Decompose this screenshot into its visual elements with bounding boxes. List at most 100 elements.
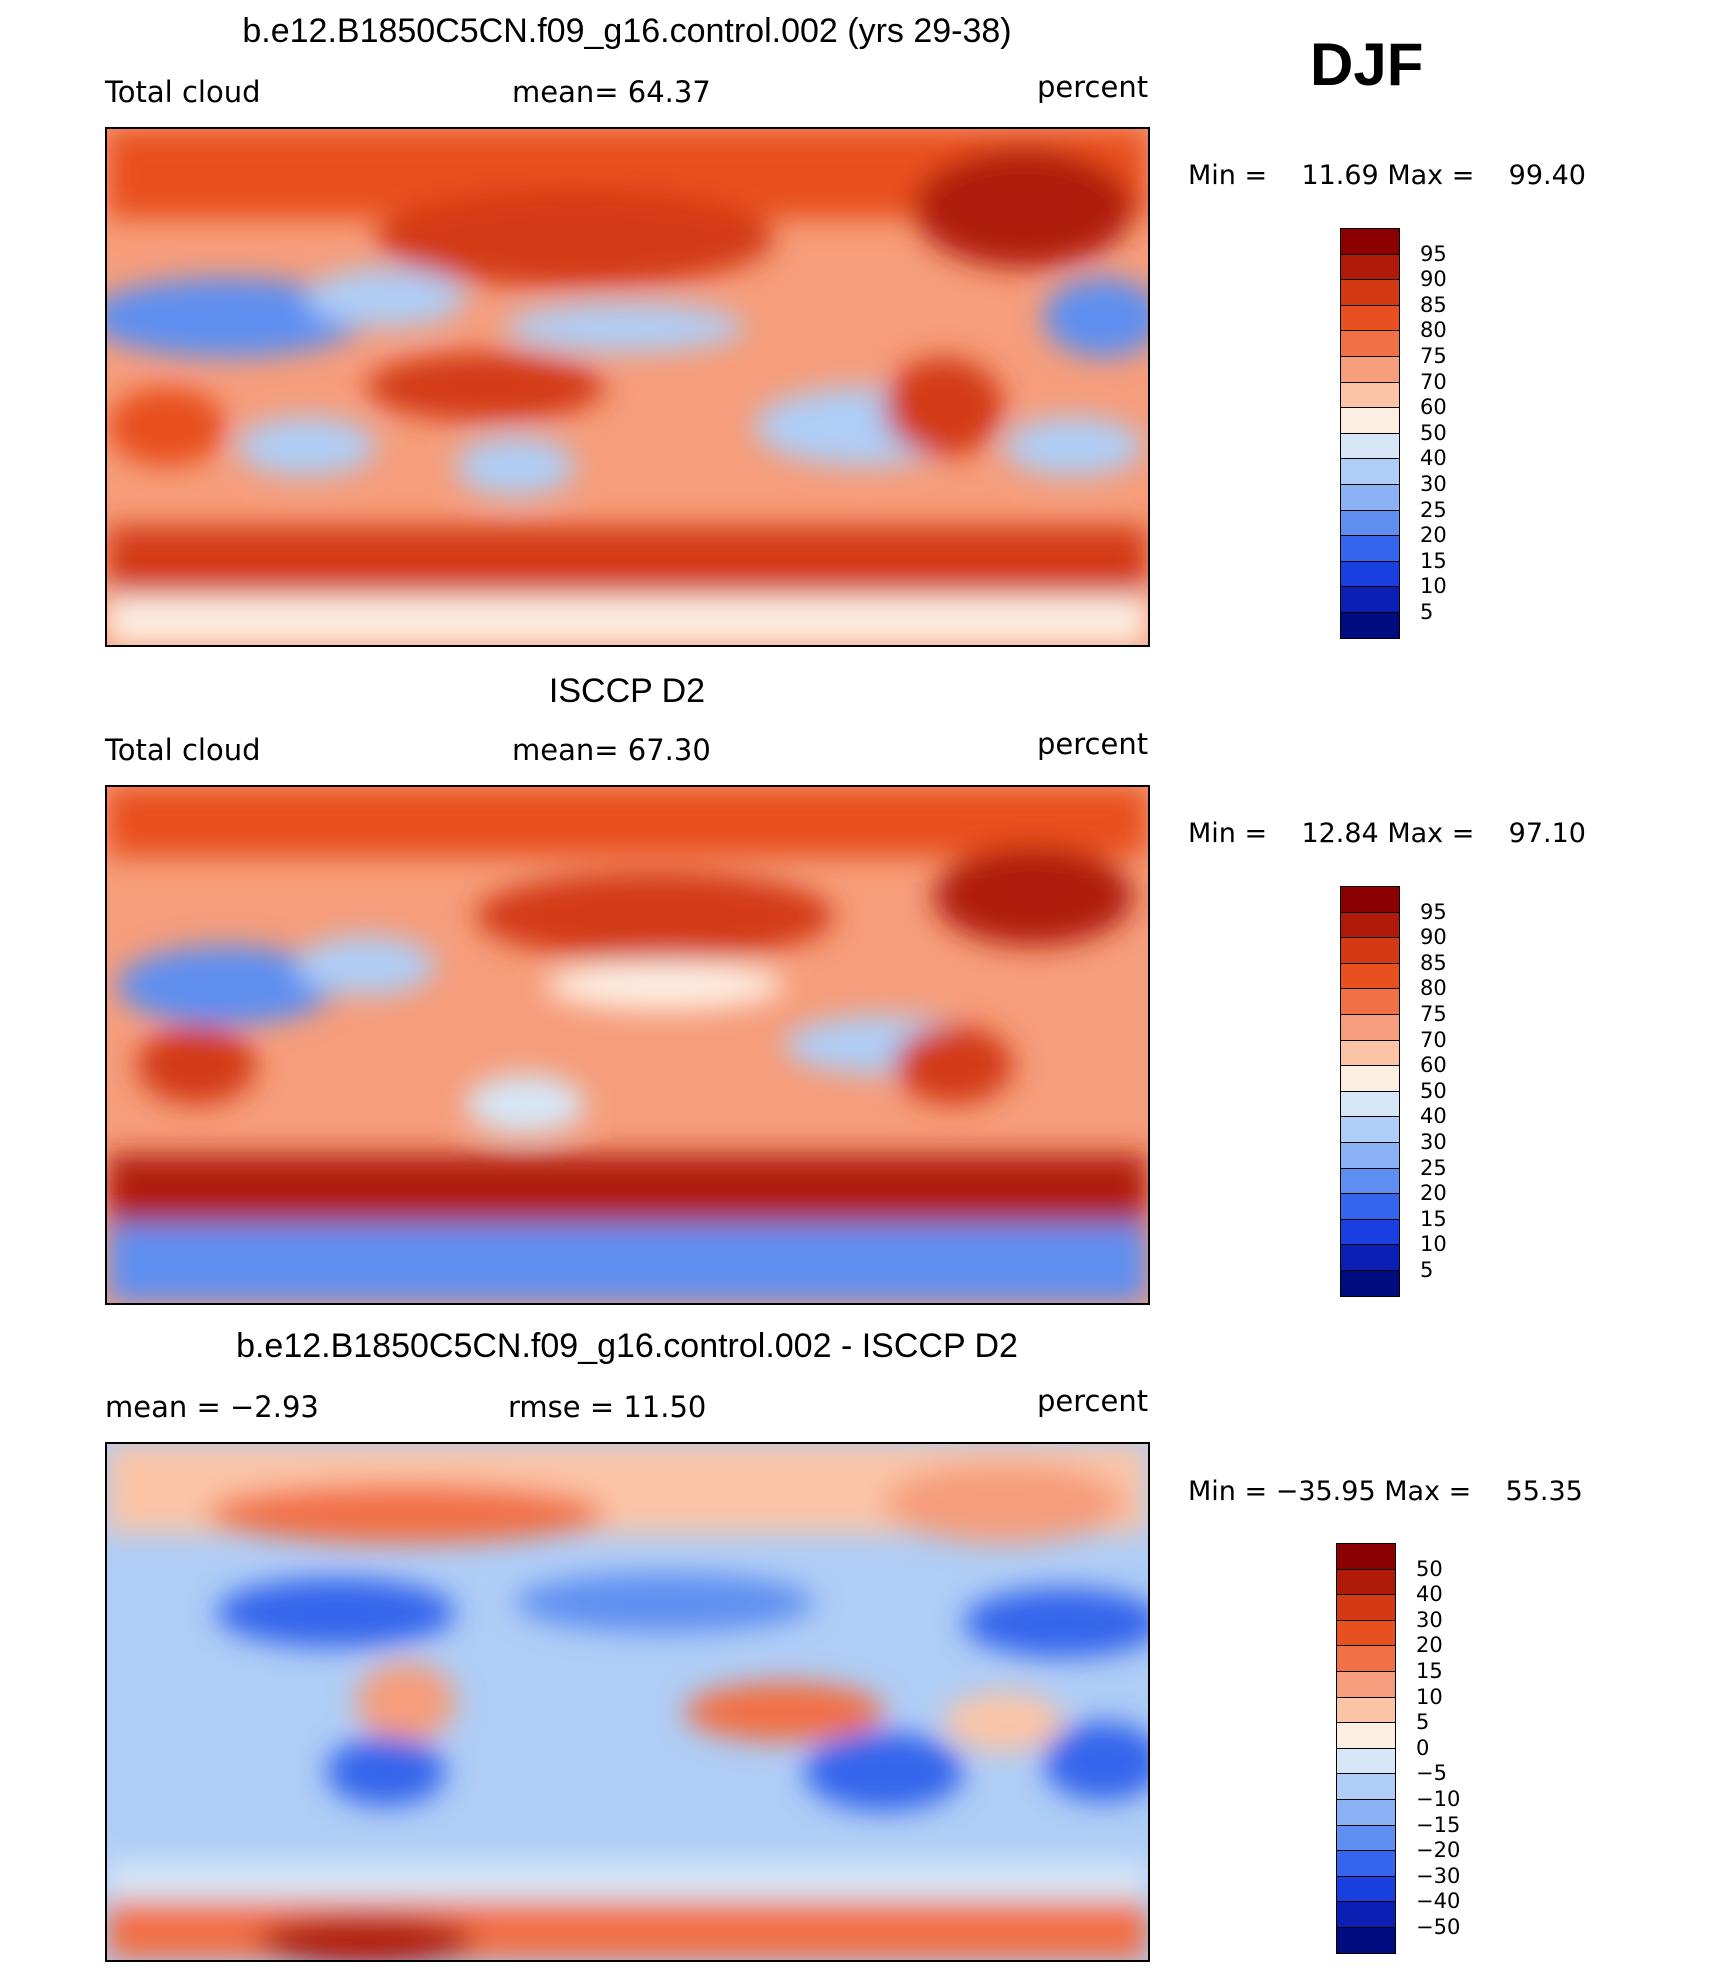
colorbar-diff-swatch [1336, 1722, 1396, 1749]
colorbar-field-1-swatch [1340, 356, 1400, 383]
colorbar-field-1-swatch [1340, 304, 1400, 332]
mean-label-diff: mean = −2.93 [105, 1390, 319, 1424]
colorbar-field-1-swatch [1340, 535, 1400, 562]
colorbar-field-2-label: 95 [1420, 899, 1447, 924]
left-label-obs: Total cloud [105, 733, 261, 767]
diff-map-field [107, 1444, 1148, 1960]
colorbar-diff-swatch [1336, 1696, 1396, 1724]
colorbar-field-2-label: 80 [1420, 976, 1447, 1001]
minmax-model: Min = 11.69 Max = 99.40 [1188, 160, 1586, 191]
colorbar-field-2-swatch [1340, 937, 1400, 964]
colorbar-field-1-swatch [1340, 560, 1400, 588]
colorbar-field-2-swatch [1340, 1167, 1400, 1195]
colorbar-diff-swatch [1336, 1799, 1396, 1826]
colorbar-diff-label: 0 [1416, 1735, 1430, 1760]
colorbar-field-1-swatch [1340, 586, 1400, 613]
colorbar-field-1-label: 95 [1420, 241, 1447, 266]
colorbar-field-2-label: 5 [1420, 1258, 1434, 1282]
colorbar-field-1-label: 50 [1420, 420, 1447, 445]
colorbar-diff-label: −30 [1416, 1863, 1461, 1888]
map-model [105, 127, 1150, 647]
colorbar-field-2-swatch [1340, 1244, 1400, 1271]
colorbar-field-2-swatch [1340, 1142, 1400, 1169]
colorbar-diff-swatch [1336, 1901, 1396, 1928]
colorbar-field-1-swatch [1340, 432, 1400, 460]
colorbar-diff-label: −5 [1416, 1761, 1447, 1786]
colorbar-field-1-label: 10 [1420, 574, 1447, 599]
mean-label-model: mean= 64.37 [512, 75, 711, 109]
season-label: DJF [1310, 31, 1424, 98]
colorbar-field-2-swatch [1340, 1039, 1400, 1067]
units-label-diff: percent [1037, 1384, 1149, 1418]
colorbar-field-2-swatch [1340, 1014, 1400, 1041]
colorbar-diff-label: 50 [1416, 1556, 1443, 1581]
map-diff [105, 1442, 1150, 1962]
colorbar-field-1-swatch [1340, 279, 1400, 306]
colorbar-field-2-label: 75 [1420, 1002, 1447, 1026]
colorbar-field-1-label: 60 [1420, 395, 1447, 420]
colorbar-diff-swatch [1336, 1671, 1396, 1698]
colorbar-diff-label: −40 [1416, 1889, 1461, 1914]
colorbar-field-2-label: 20 [1420, 1181, 1447, 1206]
colorbar-field-1-swatch [1340, 484, 1400, 511]
colorbar-field-1-label: 5 [1420, 600, 1434, 624]
colorbar-field-1-swatch [1340, 458, 1400, 485]
colorbar-field-2-label: 60 [1420, 1053, 1447, 1078]
colorbar-field-2-label: 85 [1420, 950, 1447, 975]
colorbar-field-1-swatch [1340, 330, 1400, 357]
colorbar-diff-label: −20 [1416, 1838, 1461, 1863]
colorbar-field-2-swatch [1340, 1090, 1400, 1118]
colorbar-diff-swatch [1336, 1645, 1396, 1672]
colorbar-diff-label: −10 [1416, 1787, 1461, 1811]
colorbar-diff-swatch [1336, 1875, 1396, 1903]
colorbar-field-2-swatch [1340, 988, 1400, 1015]
colorbar-field-1-swatch [1340, 407, 1400, 434]
colorbar-diff-label: 30 [1416, 1607, 1443, 1632]
colorbar-diff-swatch [1336, 1850, 1396, 1877]
colorbar-diff-label: −15 [1416, 1812, 1461, 1837]
colorbar-field-2-label: 25 [1420, 1155, 1447, 1180]
minmax-obs: Min = 12.84 Max = 97.10 [1188, 818, 1586, 849]
colorbar-field-2-label: 50 [1420, 1078, 1447, 1103]
colorbar-field-1-label: 25 [1420, 497, 1447, 522]
model-map-field [107, 129, 1148, 645]
colorbar-diff-swatch [1336, 1824, 1396, 1852]
colorbar-diff-swatch [1336, 1568, 1396, 1596]
mean-label-obs: mean= 67.30 [512, 733, 711, 767]
colorbar-field-1-swatch [1340, 228, 1400, 255]
colorbar-field-1-label: 85 [1420, 292, 1447, 317]
map-obs [105, 785, 1150, 1305]
colorbar-diff-label: 15 [1416, 1659, 1443, 1683]
colorbar-field-1-label: 70 [1420, 369, 1447, 394]
colorbar-field-2-swatch [1340, 1270, 1400, 1297]
minmax-diff: Min = −35.95 Max = 55.35 [1188, 1476, 1583, 1507]
colorbar-field-2-swatch [1340, 1065, 1400, 1092]
colorbar-field-1-label: 40 [1420, 446, 1447, 471]
rmse-label-diff: rmse = 11.50 [508, 1390, 707, 1424]
colorbar-field-1-label: 20 [1420, 523, 1447, 548]
panel-title-obs: ISCCP D2 [548, 672, 706, 710]
colorbar-field-1-label: 15 [1420, 548, 1447, 573]
colorbar-field-1-swatch [1340, 381, 1400, 409]
colorbar-diff-swatch [1336, 1619, 1396, 1647]
colorbar-field-1-swatch [1340, 253, 1400, 281]
colorbar-field-2-swatch [1340, 1193, 1400, 1220]
colorbar-field-2-label: 40 [1420, 1104, 1447, 1129]
colorbar-field-1-swatch [1340, 509, 1400, 537]
colorbar-field-2-label: 70 [1420, 1027, 1447, 1052]
colorbar-field-1-label: 80 [1420, 318, 1447, 343]
colorbar-field-2-swatch [1340, 911, 1400, 939]
panel-title-diff: b.e12.B1850C5CN.f09_g16.control.002 - IS… [236, 1327, 1018, 1365]
colorbar-diff-label: 10 [1416, 1684, 1443, 1709]
colorbar-field-2-swatch [1340, 1116, 1400, 1143]
colorbar-field-2-label: 90 [1420, 925, 1447, 950]
panel-title-model: b.e12.B1850C5CN.f09_g16.control.002 (yrs… [242, 12, 1012, 50]
left-label-model: Total cloud [105, 75, 261, 109]
colorbar-diff-swatch [1336, 1594, 1396, 1621]
colorbar-field-2-label: 30 [1420, 1130, 1447, 1154]
colorbar-field-1-swatch [1340, 612, 1400, 639]
colorbar-field-1-label: 90 [1420, 267, 1447, 292]
colorbar-field-1-label: 30 [1420, 472, 1447, 496]
colorbar-field-2-label: 15 [1420, 1206, 1447, 1231]
units-label-obs: percent [1037, 727, 1149, 761]
